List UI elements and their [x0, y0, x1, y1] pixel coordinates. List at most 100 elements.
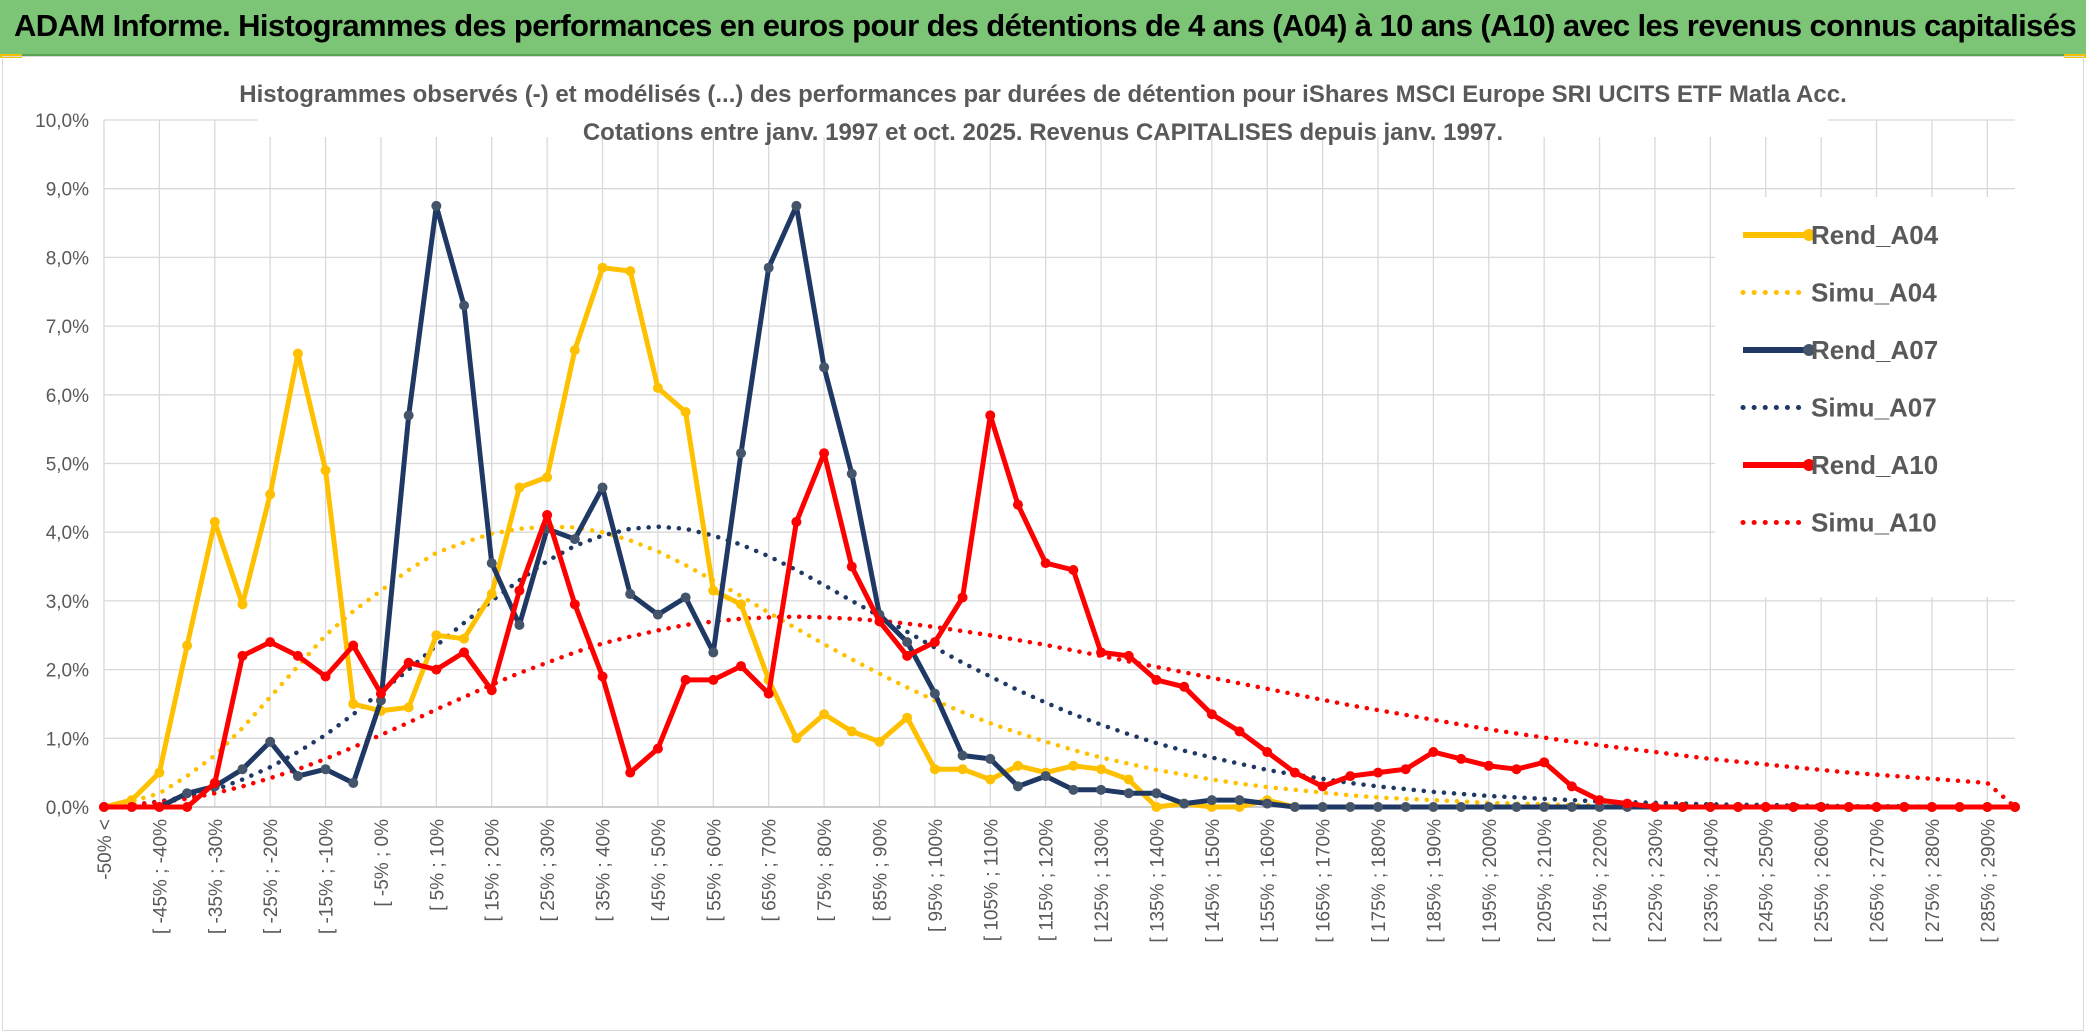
- legend-item: Simu_A07: [1740, 393, 1937, 423]
- data-point: [154, 767, 165, 778]
- data-point: [1871, 802, 1882, 812]
- data-point: [1040, 771, 1051, 782]
- x-tick-label: [ 155% ; 160%: [1258, 819, 1279, 943]
- data-point: [182, 802, 193, 812]
- data-point: [846, 468, 857, 479]
- series-line: [101, 524, 2018, 810]
- x-tick-label: [ 165% ; 170%: [1314, 819, 1335, 943]
- histogram-chart: Histogrammes observés (-) et modélisés (…: [35, 63, 2045, 943]
- data-point: [708, 585, 719, 596]
- data-point: [1096, 764, 1107, 775]
- data-point: [1151, 674, 1162, 685]
- data-point: [459, 647, 470, 658]
- data-point: [846, 726, 857, 737]
- x-tick-label: [ 5% ; 10%: [427, 819, 448, 911]
- legend-item: Rend_A10: [1743, 450, 1938, 480]
- title-backdrop: [258, 63, 1828, 137]
- data-point: [1345, 802, 1356, 812]
- data-point: [237, 650, 248, 661]
- data-point: [929, 688, 940, 699]
- y-tick-label: 5,0%: [46, 455, 89, 476]
- x-tick-label: [ 105% ; 110%: [981, 819, 1002, 941]
- data-point: [1677, 802, 1688, 812]
- data-point: [597, 671, 608, 682]
- data-point: [1151, 788, 1162, 799]
- data-point: [1511, 764, 1522, 775]
- data-point: [1456, 753, 1467, 764]
- data-point: [1206, 709, 1217, 720]
- data-point: [292, 348, 303, 359]
- legend-label: Rend_A10: [1811, 450, 1938, 480]
- data-point: [431, 200, 442, 211]
- data-point: [431, 630, 442, 641]
- legend-item: Simu_A04: [1740, 278, 1937, 308]
- data-point: [1234, 795, 1245, 806]
- data-point: [514, 482, 525, 493]
- data-point: [348, 698, 359, 709]
- x-tick-label: [ 265% ; 270%: [1868, 819, 1889, 943]
- data-point: [957, 592, 968, 603]
- data-point: [292, 771, 303, 782]
- data-point: [874, 616, 885, 627]
- y-tick-label: 6,0%: [46, 386, 89, 407]
- data-point: [1040, 558, 1051, 569]
- x-tick-label: [ 15% ; 20%: [483, 819, 504, 922]
- y-tick-label: 7,0%: [46, 317, 89, 338]
- series-line: [101, 524, 2018, 810]
- data-point: [1594, 802, 1605, 812]
- legend-box: [1715, 197, 2045, 597]
- legend-marker: [1803, 459, 1815, 471]
- data-point: [1096, 784, 1107, 795]
- data-point: [625, 266, 636, 277]
- data-point: [1400, 802, 1411, 812]
- x-tick-label: [ 75% ; 80%: [815, 819, 836, 922]
- data-point: [902, 650, 913, 661]
- page-title: ADAM Informe. Histogrammes des performan…: [14, 8, 2077, 43]
- chart-title-line-1: Histogrammes observés (-) et modélisés (…: [239, 81, 1847, 108]
- x-tick-label: [ 235% ; 240%: [1701, 819, 1722, 943]
- y-tick-label: 0,0%: [46, 798, 89, 819]
- legend-label: Rend_A07: [1811, 335, 1938, 365]
- x-tick-label: [ -5% ; 0%: [372, 819, 393, 907]
- data-point: [514, 585, 525, 596]
- data-point: [320, 465, 331, 476]
- data-point: [1539, 757, 1550, 768]
- x-tick-label: [ 185% ; 190%: [1424, 819, 1445, 943]
- x-tick-label: [ 195% ; 200%: [1480, 819, 1501, 943]
- data-point: [874, 736, 885, 747]
- y-tick-label: 9,0%: [46, 180, 89, 201]
- data-point: [99, 802, 109, 812]
- y-tick-label: 4,0%: [46, 523, 89, 544]
- x-tick-label: [ 45% ; 50%: [649, 819, 670, 922]
- data-point: [514, 619, 525, 630]
- data-point: [320, 764, 331, 775]
- x-tick-label: [ 285% ; 290%: [1978, 819, 1999, 943]
- y-axis-labels: 0,0% 1,0% 2,0% 3,0% 4,0% 5,0% 6,0% 7,0% 8,0% 9,0%…: [35, 111, 89, 819]
- x-tick-label: [ 95% ; 100%: [926, 819, 947, 932]
- x-tick-label: [ 175% ; 180%: [1369, 819, 1390, 943]
- legend-marker: [1803, 229, 1815, 241]
- series-Simu_A04: [101, 524, 2018, 810]
- series: [99, 200, 2020, 812]
- x-tick-label: [ 135% ; 140%: [1147, 819, 1168, 943]
- data-point: [902, 712, 913, 723]
- data-point: [209, 516, 220, 527]
- data-point: [625, 589, 636, 600]
- data-point: [1262, 747, 1273, 758]
- data-point: [597, 262, 608, 273]
- data-point: [403, 702, 414, 713]
- data-point: [708, 674, 719, 685]
- series-Simu_A10: [101, 614, 2018, 810]
- data-point: [1068, 784, 1079, 795]
- data-point: [486, 589, 497, 600]
- data-point: [542, 510, 553, 521]
- legend-item: Simu_A10: [1740, 508, 1937, 538]
- data-point: [1788, 802, 1799, 812]
- data-point: [1317, 781, 1328, 792]
- data-point: [1179, 798, 1190, 809]
- y-tick-label: 2,0%: [46, 661, 89, 682]
- data-point: [680, 592, 691, 603]
- data-point: [652, 743, 663, 754]
- data-point: [1096, 647, 1107, 658]
- data-point: [791, 516, 802, 527]
